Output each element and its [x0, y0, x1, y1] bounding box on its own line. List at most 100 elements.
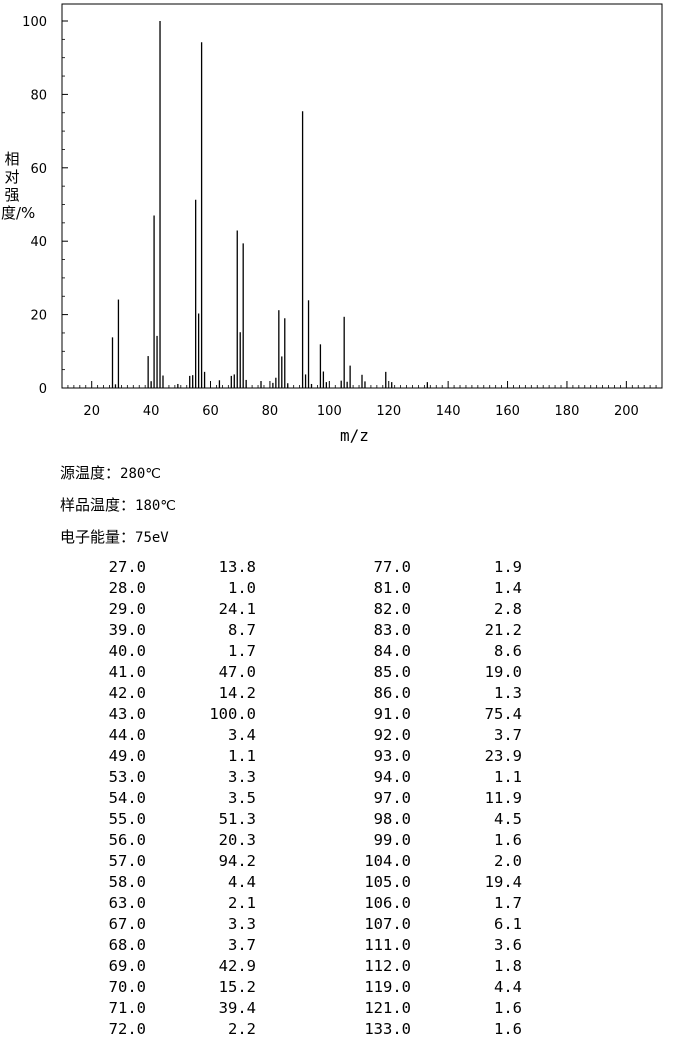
mz-left-cell: 68.0 — [108, 936, 146, 954]
intensity-right-cell: 1.6 — [494, 999, 522, 1017]
mz-left-cell: 57.0 — [108, 852, 146, 870]
intensity-right-cell: 19.0 — [484, 663, 522, 681]
mz-right-cell: 81.0 — [373, 579, 411, 597]
mz-left-cell: 27.0 — [108, 558, 146, 576]
mz-left-cell: 42.0 — [108, 684, 146, 702]
x-tick-label-120: 120 — [376, 404, 401, 419]
mz-right-cell: 92.0 — [373, 726, 411, 744]
mz-left-cell: 63.0 — [108, 894, 146, 912]
sample-temperature: 样品温度：180℃ — [60, 494, 176, 515]
intensity-left-cell: 3.7 — [228, 936, 256, 954]
x-tick-label-40: 40 — [143, 404, 160, 419]
mz-left-cell: 53.0 — [108, 768, 146, 786]
intensity-left-cell: 47.0 — [218, 663, 256, 681]
source-temperature-label: 源温度： — [60, 464, 121, 482]
intensity-right-cell: 4.5 — [494, 810, 522, 828]
intensity-right-cell: 1.6 — [494, 831, 522, 849]
intensity-left-cell: 1.7 — [228, 642, 256, 660]
mz-right-cell: 93.0 — [373, 747, 411, 765]
intensity-left-cell: 13.8 — [218, 558, 256, 576]
mz-left-cell: 49.0 — [108, 747, 146, 765]
mz-left-cell: 43.0 — [108, 705, 146, 723]
mz-left-cell: 44.0 — [108, 726, 146, 744]
x-tick-label-20: 20 — [83, 404, 100, 419]
intensity-right-cell: 1.4 — [494, 579, 522, 597]
intensity-left-cell: 2.2 — [228, 1020, 256, 1038]
electron-energy: 电子能量：75eV — [60, 526, 169, 547]
intensity-right-cell: 1.6 — [494, 1020, 522, 1038]
intensity-right-cell: 6.1 — [494, 915, 522, 933]
mz-right-cell: 99.0 — [373, 831, 411, 849]
intensity-right-cell: 8.6 — [494, 642, 522, 660]
mz-right-cell: 83.0 — [373, 621, 411, 639]
x-tick-label-80: 80 — [262, 404, 279, 419]
y-tick-label-40: 40 — [30, 235, 47, 250]
intensity-right-cell: 1.7 — [494, 894, 522, 912]
source-temperature-value: 280℃ — [120, 466, 162, 482]
y-tick-label-20: 20 — [30, 309, 47, 324]
electron-energy-value: 75eV — [135, 530, 169, 546]
mz-left-cell: 56.0 — [108, 831, 146, 849]
mz-left-cell: 69.0 — [108, 957, 146, 975]
intensity-right-cell: 2.0 — [494, 852, 522, 870]
intensity-right-cell: 4.4 — [494, 978, 522, 996]
mz-right-cell: 97.0 — [373, 789, 411, 807]
mz-right-cell: 119.0 — [364, 978, 411, 996]
mz-right-cell: 121.0 — [364, 999, 411, 1017]
intensity-left-cell: 100.0 — [209, 705, 256, 723]
intensity-left-cell: 39.4 — [218, 999, 256, 1017]
mz-left-cell: 67.0 — [108, 915, 146, 933]
mz-left-cell: 28.0 — [108, 579, 146, 597]
intensity-right-cell: 75.4 — [484, 705, 522, 723]
mz-left-cell: 54.0 — [108, 789, 146, 807]
x-axis-label: m/z — [340, 426, 369, 445]
source-temperature: 源温度：280℃ — [60, 462, 161, 483]
mz-right-cell: 112.0 — [364, 957, 411, 975]
mz-left-cell: 41.0 — [108, 663, 146, 681]
intensity-right-cell: 23.9 — [484, 747, 522, 765]
mz-right-cell: 107.0 — [364, 915, 411, 933]
intensity-right-cell: 1.1 — [494, 768, 522, 786]
mz-left-cell: 40.0 — [108, 642, 146, 660]
x-tick-label-140: 140 — [436, 404, 461, 419]
intensity-left-cell: 2.1 — [228, 894, 256, 912]
y-tick-label-80: 80 — [30, 88, 47, 103]
mz-left-cell: 29.0 — [108, 600, 146, 618]
intensity-left-cell: 51.3 — [218, 810, 256, 828]
sample-temperature-value: 180℃ — [135, 498, 177, 514]
intensity-right-cell: 2.8 — [494, 600, 522, 618]
mz-left-cell: 55.0 — [108, 810, 146, 828]
x-tick-label-100: 100 — [317, 404, 342, 419]
intensity-left-cell: 8.7 — [228, 621, 256, 639]
y-tick-label-0: 0 — [39, 382, 47, 397]
intensity-left-cell: 94.2 — [218, 852, 256, 870]
intensity-right-cell: 1.3 — [494, 684, 522, 702]
intensity-right-cell: 1.9 — [494, 558, 522, 576]
mz-left-cell: 39.0 — [108, 621, 146, 639]
intensity-left-cell: 3.3 — [228, 915, 256, 933]
mz-right-cell: 106.0 — [364, 894, 411, 912]
mz-right-cell: 86.0 — [373, 684, 411, 702]
intensity-right-cell: 3.6 — [494, 936, 522, 954]
intensity-left-cell: 1.1 — [228, 747, 256, 765]
mz-right-cell: 105.0 — [364, 873, 411, 891]
intensity-left-cell: 42.9 — [218, 957, 256, 975]
mz-right-cell: 94.0 — [373, 768, 411, 786]
x-tick-label-200: 200 — [614, 404, 639, 419]
intensity-left-cell: 24.1 — [218, 600, 256, 618]
intensity-left-cell: 15.2 — [218, 978, 256, 996]
mz-left-cell: 71.0 — [108, 999, 146, 1017]
intensity-left-cell: 3.3 — [228, 768, 256, 786]
intensity-right-cell: 3.7 — [494, 726, 522, 744]
electron-energy-label: 电子能量： — [60, 528, 136, 546]
mz-right-cell: 85.0 — [373, 663, 411, 681]
intensity-left-cell: 4.4 — [228, 873, 256, 891]
mz-right-cell: 91.0 — [373, 705, 411, 723]
y-tick-label-60: 60 — [30, 162, 47, 177]
mz-left-cell: 58.0 — [108, 873, 146, 891]
mz-right-cell: 111.0 — [364, 936, 411, 954]
intensity-right-cell: 19.4 — [484, 873, 522, 891]
intensity-left-cell: 1.0 — [228, 579, 256, 597]
x-tick-label-160: 160 — [495, 404, 520, 419]
plot-frame — [61, 3, 663, 389]
